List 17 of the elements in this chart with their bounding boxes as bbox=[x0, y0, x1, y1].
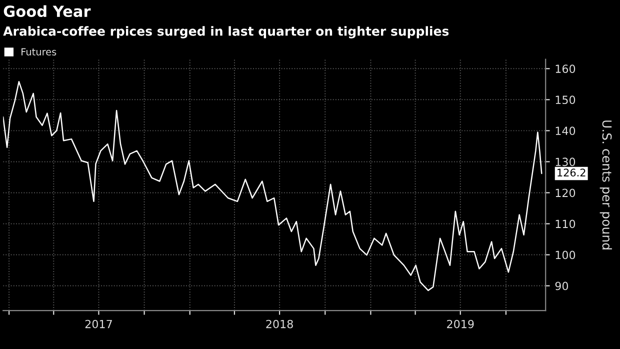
y-tick-label: 130 bbox=[556, 158, 576, 166]
chart-title: Good Year bbox=[4, 5, 91, 18]
x-tick-label: 2018 bbox=[266, 320, 293, 328]
y-tick-label: 100 bbox=[556, 250, 576, 260]
y-tick-label: 160 bbox=[556, 64, 576, 74]
annotation: 126.2 bbox=[558, 168, 586, 177]
y-tick-label: 90 bbox=[555, 282, 568, 290]
chart-subtitle: Arabica-coffee rpices surged in last quarter on tighter supplies bbox=[3, 26, 449, 38]
line-series bbox=[3, 81, 542, 292]
legend-label: Futures bbox=[22, 48, 56, 56]
y-tick-label: 150 bbox=[556, 96, 576, 104]
x-tick-label: 2019 bbox=[447, 320, 474, 328]
y-axis-title: U.S. cents per pound bbox=[600, 120, 612, 250]
y-tick-label: 140 bbox=[556, 126, 576, 136]
y-tick-label: 110 bbox=[556, 220, 576, 228]
x-tick-label: 2017 bbox=[85, 320, 112, 328]
y-tick-label: 120 bbox=[556, 188, 576, 198]
